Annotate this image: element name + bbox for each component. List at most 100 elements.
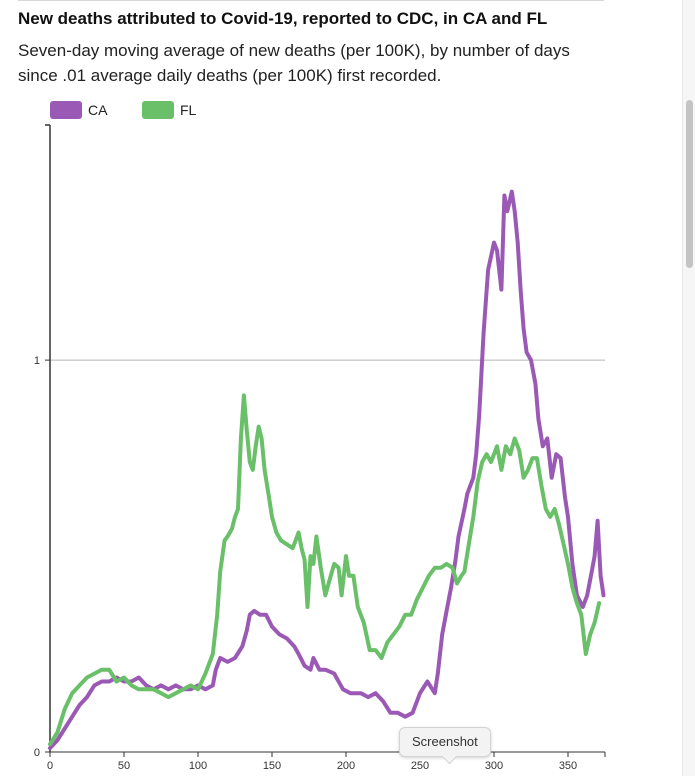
data-point-fl: [535, 456, 539, 460]
legend-item-fl[interactable]: FL: [142, 101, 196, 119]
data-point-fl: [203, 672, 207, 676]
data-point-fl: [270, 515, 274, 519]
data-point-fl: [462, 570, 466, 574]
data-point-fl: [544, 507, 548, 511]
y-tick-label-0: 0: [34, 747, 40, 759]
legend-item-ca[interactable]: CA: [50, 101, 107, 119]
data-point-ca: [264, 613, 268, 617]
data-point-fl: [215, 613, 219, 617]
data-point-ca: [474, 452, 478, 456]
data-point-ca: [374, 691, 378, 695]
data-point-ca: [189, 687, 193, 691]
data-point-ca: [240, 644, 244, 648]
data-point-fl: [471, 515, 475, 519]
data-point-fl: [189, 683, 193, 688]
data-point-ca: [403, 715, 407, 719]
data-point-ca: [323, 668, 327, 672]
data-point-ca: [55, 738, 60, 742]
data-point-fl: [63, 707, 67, 711]
data-point-fl: [579, 613, 583, 617]
data-point-fl: [368, 648, 372, 652]
data-point-ca: [601, 593, 606, 597]
data-point-fl: [239, 436, 243, 441]
data-point-ca: [596, 519, 600, 523]
data-point-fl: [379, 656, 384, 660]
data-point-fl: [174, 691, 178, 695]
data-point-fl: [476, 480, 480, 484]
data-point-fl: [107, 668, 111, 672]
series-line-fl: [48, 393, 602, 747]
data-point-ca: [529, 358, 533, 362]
data-point-fl: [593, 621, 597, 625]
x-tick-label-350: 350: [559, 760, 577, 772]
data-point-ca: [505, 209, 509, 213]
data-point-fl: [314, 534, 318, 539]
legend-swatch-ca: [50, 101, 82, 119]
data-point-ca: [366, 695, 370, 699]
data-point-ca: [482, 331, 486, 335]
data-point-ca: [233, 656, 237, 660]
data-point-ca: [292, 644, 296, 648]
data-point-fl: [223, 538, 227, 543]
data-point-ca: [593, 554, 597, 558]
data-point-fl: [70, 691, 74, 695]
data-point-ca: [48, 746, 52, 750]
data-point-fl: [248, 460, 252, 464]
data-point-ca: [332, 672, 336, 676]
data-point-fl: [467, 542, 471, 546]
data-point-ca: [449, 585, 453, 590]
data-point-fl: [480, 460, 484, 464]
data-point-fl: [274, 530, 278, 535]
legend-label-fl: FL: [180, 102, 197, 118]
data-point-fl: [517, 448, 521, 452]
data-point-fl: [489, 460, 493, 464]
data-point-ca: [465, 491, 469, 495]
data-point-fl: [196, 687, 200, 691]
data-point-fl: [455, 581, 459, 586]
data-point-fl: [242, 393, 246, 397]
data-point-fl: [226, 534, 230, 539]
data-point-fl: [374, 648, 378, 652]
data-point-fl: [328, 578, 332, 582]
data-point-fl: [495, 444, 499, 448]
page-scrollbar[interactable]: [682, 0, 695, 776]
data-point-fl: [152, 687, 156, 691]
data-point-fl: [526, 468, 530, 472]
data-point-fl: [439, 566, 443, 570]
data-point-ca: [471, 476, 475, 480]
data-point-ca: [581, 605, 585, 609]
data-point-ca: [445, 609, 449, 613]
data-point-ca: [411, 711, 415, 715]
data-point-fl: [557, 523, 561, 527]
data-point-fl: [267, 495, 271, 499]
data-point-fl: [504, 444, 508, 448]
chart-title: New deaths attributed to Covid-19, repor…: [18, 9, 548, 28]
data-point-fl: [115, 679, 119, 684]
data-point-fl: [332, 562, 336, 566]
data-point-fl: [144, 687, 148, 691]
data-point-ca: [436, 672, 440, 676]
data-point-fl: [48, 742, 52, 746]
data-point-ca: [425, 679, 429, 684]
data-point-ca: [563, 495, 567, 499]
data-point-fl: [305, 605, 310, 609]
data-point-fl: [279, 538, 283, 543]
data-point-ca: [277, 632, 281, 637]
data-point-ca: [381, 699, 385, 703]
data-point-fl: [403, 613, 407, 617]
series-ca: [48, 189, 606, 751]
data-point-ca: [285, 636, 289, 641]
data-point-fl: [291, 546, 295, 550]
data-point-ca: [456, 534, 461, 539]
data-point-ca: [590, 570, 594, 574]
data-point-fl: [323, 593, 327, 597]
data-point-fl: [245, 429, 249, 433]
data-point-fl: [319, 566, 323, 570]
data-point-fl: [344, 554, 348, 558]
data-point-fl: [251, 468, 255, 472]
data-point-fl: [92, 672, 96, 676]
data-point-fl: [485, 452, 489, 456]
data-point-fl: [427, 574, 431, 578]
scrollbar-thumb[interactable]: [686, 100, 693, 268]
